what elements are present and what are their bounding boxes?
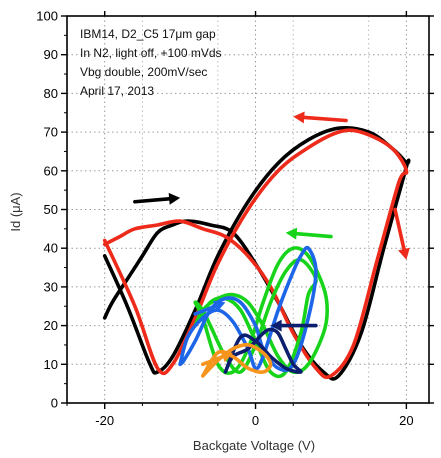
direction-arrow-shaft-0 xyxy=(133,197,171,204)
direction-arrow-head-5 xyxy=(270,319,282,332)
x-tick-label: 20 xyxy=(399,413,413,428)
y-tick-label: 50 xyxy=(44,202,58,217)
y-tick-label: 30 xyxy=(44,279,58,294)
y-tick-label: 20 xyxy=(44,318,58,333)
annotation-line-3: Vbg double, 200mV/sec xyxy=(80,65,207,79)
y-tick-label: 100 xyxy=(36,9,58,24)
series-line-3 xyxy=(178,245,318,373)
direction-arrow-head-6 xyxy=(220,351,233,363)
direction-arrow-head-3 xyxy=(285,227,298,240)
direction-arrow-shaft-1 xyxy=(302,115,348,123)
ticks-group: 0 10 20 30 40 50 60 70 80 90 100 -20 0 20 xyxy=(36,9,434,428)
y-tick-label: 40 xyxy=(44,241,58,256)
y-tick-label: 90 xyxy=(44,47,58,62)
x-tick-label: 0 xyxy=(252,413,259,428)
arrows-group xyxy=(133,111,410,367)
direction-arrow-shaft-6 xyxy=(200,354,225,367)
y-tick-label: 0 xyxy=(51,396,58,411)
direction-arrow-shaft-2 xyxy=(393,207,406,251)
direction-arrow-head-0 xyxy=(168,192,181,205)
y-tick-label: 10 xyxy=(44,357,58,372)
y-tick-label: 70 xyxy=(44,125,58,140)
series-line-1 xyxy=(102,128,409,380)
y-tick-label: 80 xyxy=(44,86,58,101)
series-line-4 xyxy=(223,327,303,374)
y-tick-label: 60 xyxy=(44,163,58,178)
x-tick-label: -20 xyxy=(95,413,114,428)
y-axis-title: Id (μA) xyxy=(8,192,23,231)
series-line-0 xyxy=(102,126,411,381)
direction-arrow-shaft-4 xyxy=(193,304,217,316)
direction-arrow-shaft-3 xyxy=(294,231,333,239)
annotation-line-2: In N2, light off, +100 mVds xyxy=(80,46,222,60)
annotation-line-1: IBM14, D2_C5 17μm gap xyxy=(80,27,216,41)
direction-arrow-head-2 xyxy=(398,247,410,260)
grid xyxy=(67,16,429,403)
series-group xyxy=(102,126,411,381)
x-axis-title: Backgate Voltage (V) xyxy=(193,438,315,453)
annotation-line-4: April 17, 2013 xyxy=(80,84,154,98)
direction-arrow-head-1 xyxy=(293,111,305,124)
direction-arrow-head-4 xyxy=(212,300,226,312)
